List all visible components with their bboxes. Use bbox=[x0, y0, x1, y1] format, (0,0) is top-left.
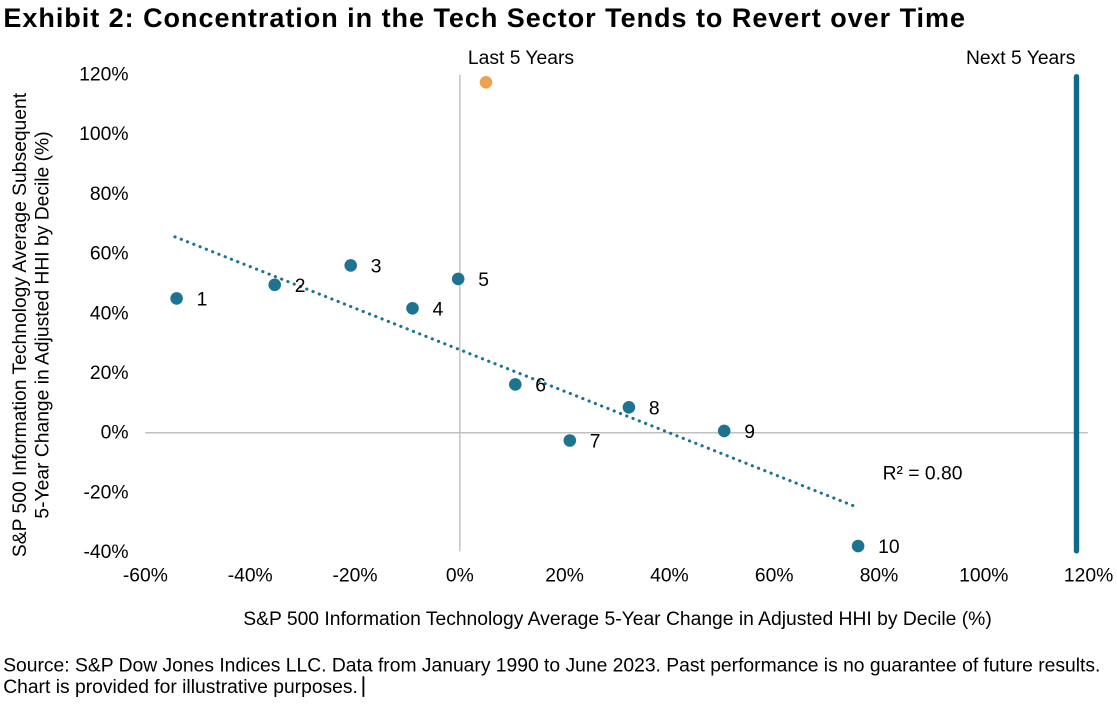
svg-text:80%: 80% bbox=[860, 566, 899, 587]
svg-text:40%: 40% bbox=[650, 566, 689, 587]
svg-text:Next 5 Years: Next 5 Years bbox=[966, 48, 1075, 69]
svg-text:Last 5 Years: Last 5 Years bbox=[468, 48, 574, 69]
svg-text:20%: 20% bbox=[545, 566, 584, 587]
svg-text:5: 5 bbox=[478, 270, 489, 291]
svg-text:-20%: -20% bbox=[83, 482, 128, 503]
svg-text:-40%: -40% bbox=[83, 542, 128, 563]
svg-text:-20%: -20% bbox=[332, 566, 377, 587]
svg-text:0%: 0% bbox=[101, 423, 129, 444]
svg-text:0%: 0% bbox=[446, 566, 474, 587]
svg-text:2: 2 bbox=[295, 276, 306, 297]
svg-text:S&P 500 Information Technology: S&P 500 Information Technology Average 5… bbox=[243, 609, 992, 630]
svg-text:4: 4 bbox=[433, 299, 444, 320]
svg-text:Source: S&P Dow Jones Indices: Source: S&P Dow Jones Indices LLC. Data … bbox=[3, 656, 1100, 677]
svg-text:10: 10 bbox=[878, 537, 899, 558]
svg-text:3: 3 bbox=[371, 256, 382, 277]
svg-text:6: 6 bbox=[535, 375, 546, 396]
svg-text:100%: 100% bbox=[79, 124, 128, 145]
svg-text:40%: 40% bbox=[90, 303, 129, 324]
svg-text:R² = 0.80: R² = 0.80 bbox=[883, 464, 963, 485]
svg-text:8: 8 bbox=[649, 398, 660, 419]
svg-text:60%: 60% bbox=[755, 566, 794, 587]
svg-text:7: 7 bbox=[590, 432, 601, 453]
svg-text:9: 9 bbox=[744, 422, 755, 443]
svg-text:Exhibit 2: Concentration in th: Exhibit 2: Concentration in the Tech Sec… bbox=[3, 3, 966, 33]
svg-text:60%: 60% bbox=[90, 244, 129, 265]
svg-text:-60%: -60% bbox=[123, 566, 168, 587]
svg-text:-40%: -40% bbox=[228, 566, 273, 587]
svg-text:120%: 120% bbox=[1064, 566, 1113, 587]
svg-text:Chart is provided for illustra: Chart is provided for illustrative purpo… bbox=[3, 677, 358, 698]
svg-text:1: 1 bbox=[197, 289, 208, 310]
svg-text:20%: 20% bbox=[90, 363, 129, 384]
svg-text:100%: 100% bbox=[959, 566, 1008, 587]
svg-text:S&P 500 Information Technology: S&P 500 Information Technology Average S… bbox=[10, 92, 31, 557]
svg-text:5-Year Change in Adjusted HHI: 5-Year Change in Adjusted HHI by Decile … bbox=[32, 131, 53, 518]
svg-text:80%: 80% bbox=[90, 184, 129, 205]
svg-text:120%: 120% bbox=[79, 65, 128, 86]
